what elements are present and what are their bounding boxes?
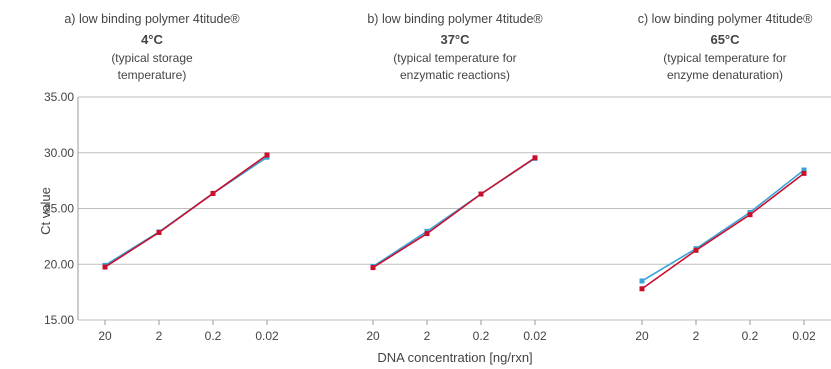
y-tick-label-0: 15.00 [44,313,74,327]
x-tick-label-0-1: 2 [156,329,163,343]
y-tick-label-4: 35.00 [44,90,74,104]
x-tick-label-0-3: 0.02 [255,329,279,343]
x-tick-label-1-3: 0.02 [523,329,547,343]
panel-b-note-line2: enzymatic reactions) [399,68,511,82]
panel-b-header: b) low binding polymer 4titude® 37°C (ty… [355,12,555,82]
point-2-red-0 [639,286,645,292]
gridlines [78,96,831,321]
x-tick-label-1-0: 20 [366,329,380,343]
series-line-2-red [641,172,805,290]
point-1-red-2 [478,191,484,197]
x-tick-label-2-0: 20 [635,329,649,343]
panel-c-header: c) low binding polymer 4titude® 65°C (ty… [625,12,825,82]
x-tick-label-2-2: 0.2 [742,329,759,343]
x-tick-label-0-2: 0.2 [205,329,222,343]
y-tick-label-3: 30.00 [44,146,74,160]
point-2-red-1 [693,247,699,253]
axes: 15.00 20.00 25.00 30.00 35.00 20 2 0.2 0.02 20 2 0.… [44,90,816,343]
x-tick-label-2-1: 2 [693,329,700,343]
panel-c-note-line2: enzyme denaturation) [666,68,784,82]
series-line-2-blue [641,169,805,282]
point-0-red-3 [264,152,270,158]
point-0-red-0 [102,264,108,270]
series-line-0-red [104,154,268,268]
panel-a-note-line1: (typical storage [111,51,193,65]
x-tick-label-0-0: 20 [98,329,112,343]
point-2-blue-0 [639,278,645,284]
panel-a-temperature: 4°C [141,32,163,47]
point-0-red-1 [156,229,162,235]
panel-a-note-line2: temperature) [117,68,187,82]
x-tick-label-1-1: 2 [424,329,431,343]
point-1-red-1 [424,231,430,237]
point-1-red-0 [370,265,376,271]
panel-c-note-line1: (typical temperature for [663,51,787,65]
x-tick-label-2-3: 0.02 [792,329,816,343]
series-line-0-blue [104,156,268,267]
point-1-red-3 [532,155,538,161]
panel-b-temperature: 37°C [440,32,470,47]
panel-a-header: a) low binding polymer 4titude® 4°C (typ… [52,12,252,82]
point-2-blue-3 [801,167,807,173]
panel-b-note-line1: (typical temperature for [393,51,517,65]
panel-b-title: b) low binding polymer 4titude® [367,12,543,26]
point-2-red-3 [801,170,807,176]
point-0-red-2 [210,190,216,196]
panel-c-temperature: 65°C [710,32,740,47]
point-2-red-2 [747,212,753,218]
panel-c-title: c) low binding polymer 4titude® [637,12,813,26]
x-axis-label: DNA concentration [ng/rxn] [377,350,532,365]
y-tick-label-2: 25.00 [44,202,74,216]
y-tick-label-1: 20.00 [44,257,74,271]
series-line-1-red [372,157,536,269]
panel-a-title: a) low binding polymer 4titude® [64,12,240,26]
x-tick-label-1-2: 0.2 [473,329,490,343]
y-axis-label: Ct value [38,187,53,235]
series-layer [102,152,807,292]
